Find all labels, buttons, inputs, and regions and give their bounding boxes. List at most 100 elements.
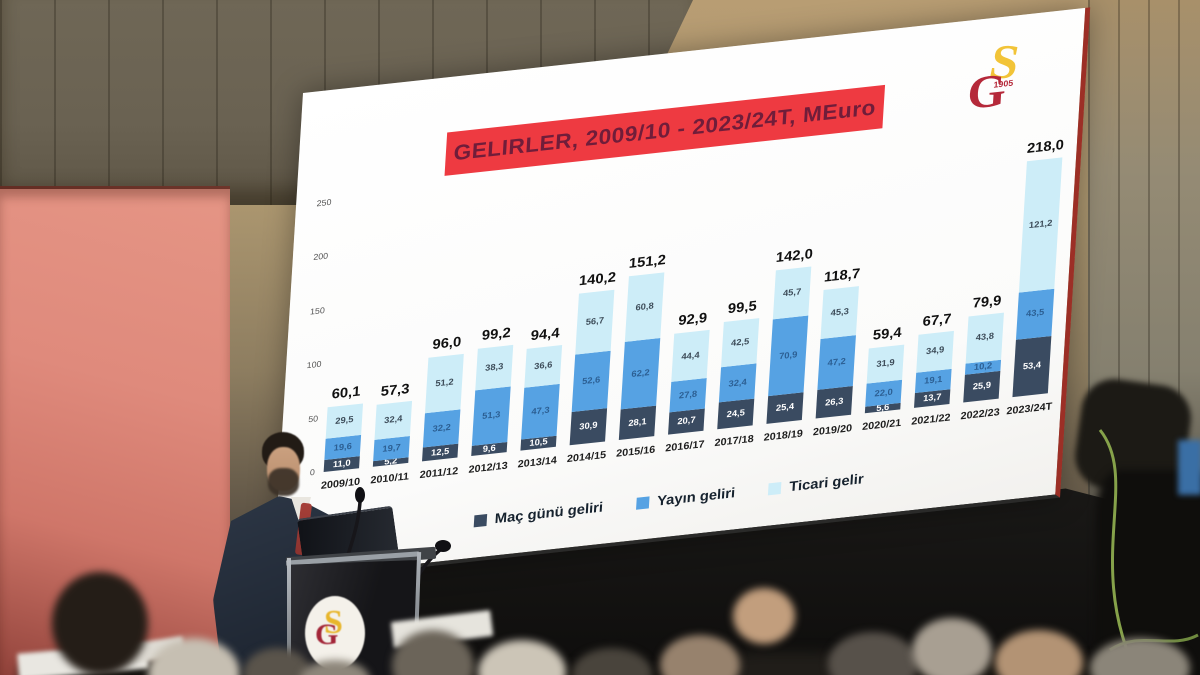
bar-stack: 25,9 10,2 43,8 [963,312,1004,403]
legend-item-commercial: Ticari gelir [768,471,864,497]
audience-head [912,618,992,675]
segment-value: 26,3 [824,396,844,409]
segment-value: 13,7 [922,392,942,405]
bar-segment-broadcast: 32,2 [422,409,461,448]
segment-value: 45,7 [782,286,802,299]
segment-value: 56,7 [585,316,605,329]
segment-value: 45,3 [830,306,850,319]
bar-segment-commercial: 36,6 [524,344,563,389]
segment-value: 32,4 [728,376,748,390]
podium-logo-letter-s: S [324,604,343,641]
segment-value: 30,9 [578,420,598,433]
segment-value: 10,5 [529,436,548,449]
bar-stack: 11,0 19,6 29,5 [323,403,364,473]
bar-total-label: 57,3 [380,380,410,400]
bar-stack: 25,4 70,9 45,7 [766,266,812,424]
y-axis-tick: 150 [309,305,326,316]
bar-segment-broadcast: 27,8 [669,378,707,413]
segment-value: 19,6 [333,441,353,454]
segment-value: 22,0 [874,387,894,400]
bar-segment-broadcast: 47,2 [817,335,856,391]
monitor-glint [1178,440,1200,495]
bar-segment-matchday: 20,7 [668,408,705,435]
bar-segment-commercial: 45,3 [820,286,859,340]
bar-segment-broadcast: 19,1 [914,368,952,394]
bar-segment-commercial: 56,7 [575,289,615,355]
legend-item-broadcast: Yayın geliri [636,485,736,511]
bar-segment-broadcast: 62,2 [620,338,661,410]
y-axis-tick: 200 [313,251,329,262]
audience-head [52,572,148,675]
legend-swatch [636,496,650,510]
bar-segment-matchday: 30,9 [569,408,608,446]
bar-stack: 10,5 47,3 36,6 [520,344,563,451]
segment-value: 43,5 [1025,307,1045,320]
segment-value: 121,2 [1028,218,1053,231]
segment-value: 62,2 [631,367,650,380]
segment-value: 42,5 [730,336,750,349]
bar-segment-commercial: 121,2 [1018,157,1063,293]
bar-segment-broadcast: 47,3 [521,384,560,440]
bar-segment-matchday: 53,4 [1012,335,1052,398]
bar-segment-broadcast: 43,5 [1015,288,1055,340]
bar-segment-broadcast: 22,0 [865,379,903,408]
segment-value: 19,7 [382,442,401,455]
logo-year: 1905 [993,78,1013,90]
segment-value: 44,4 [681,349,700,363]
segment-value: 27,8 [678,388,698,402]
segment-value: 43,8 [975,331,995,344]
bar-segment-commercial: 34,9 [916,330,954,373]
bar-stack: 26,3 47,2 45,3 [815,286,859,419]
x-axis-label: 2014/15 [566,449,607,465]
bar-stack: 5,2 19,7 32,4 [372,400,413,468]
segment-value: 25,9 [972,380,992,393]
segment-value: 60,8 [635,301,655,314]
x-axis-label: 2017/18 [714,433,754,449]
segment-value: 25,4 [775,401,795,415]
y-axis-tick: 100 [306,359,322,371]
presentation-screen: GELIRLER, 2009/10 - 2023/24T, MEuro S G … [272,7,1091,584]
bar-segment-matchday: 24,5 [717,398,755,430]
segment-value: 70,9 [778,349,798,362]
bar-segment-commercial: 45,7 [772,266,812,320]
y-axis-tick: 50 [308,413,319,424]
bar-stack: 28,1 62,2 60,8 [618,272,665,440]
x-axis-label: 2020/21 [861,417,902,433]
segment-value: 47,3 [531,405,550,418]
segment-value: 28,1 [628,416,647,429]
bar-segment-commercial: 44,4 [671,330,710,383]
audience-head [995,630,1083,675]
podium-logo-letter-g: G [315,618,339,651]
bar-segment-broadcast: 52,6 [571,351,611,412]
bar-total-label: 118,7 [823,265,861,286]
green-cable [1098,429,1199,671]
bar-segment-matchday: 25,4 [766,392,804,424]
legend-label: Yayın geliri [656,485,736,510]
bar-segment-matchday: 26,3 [815,386,853,419]
galatasaray-logo-icon: S G 1905 [966,35,1024,120]
bar-segment-broadcast: 19,7 [373,435,410,462]
x-axis-label: 2013/14 [517,454,558,471]
segment-value: 51,2 [435,377,454,390]
legend-label: Maç günü geliri [494,499,604,528]
y-axis-tick: 250 [316,196,332,208]
bar-stack: 5,6 22,0 31,9 [864,344,905,414]
segment-value: 20,7 [677,415,696,428]
bar-segment-commercial: 29,5 [325,403,364,439]
segment-value: 10,2 [973,360,993,373]
segment-value: 31,9 [876,357,895,371]
bar-stack: 24,5 32,4 42,5 [717,317,760,430]
audience-head [300,660,370,675]
segment-value: 24,5 [726,407,746,420]
audience-head [733,588,795,644]
bar-total-label: 94,4 [530,324,561,344]
bar-total-label: 99,5 [727,297,758,317]
audience-head [660,635,740,675]
legend-label: Ticari gelir [788,471,865,495]
x-axis-label: 2018/19 [763,428,804,444]
x-axis-label: 2023/24T [1006,401,1053,418]
segment-value: 53,4 [1022,360,1042,373]
bar-segment-commercial: 60,8 [624,272,665,343]
segment-value: 9,6 [482,442,497,455]
